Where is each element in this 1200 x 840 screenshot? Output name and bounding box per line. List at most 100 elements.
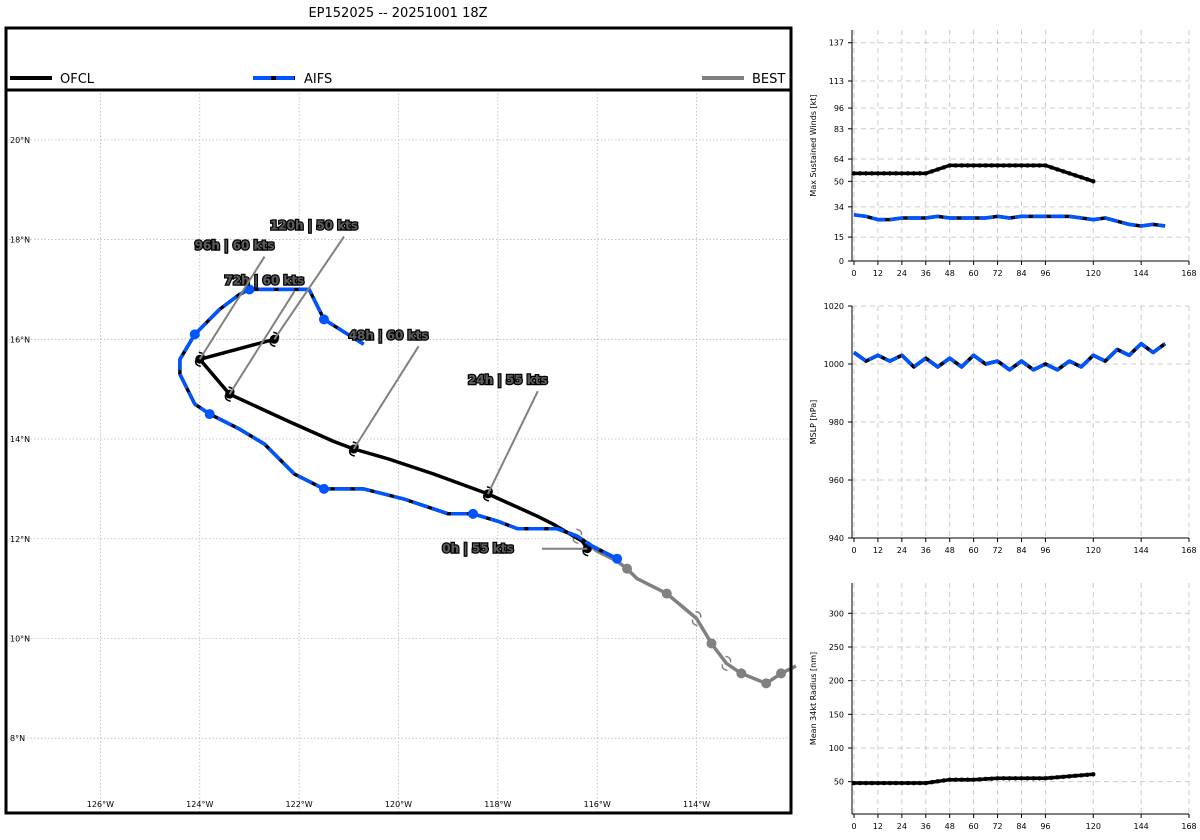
panel-tick-label-x: 72 [992, 822, 1002, 831]
panel-tick-label-x: 144 [1134, 822, 1149, 831]
ofcl-track-point-swirl-bottom [224, 395, 231, 402]
panel-point-ofcl [869, 780, 875, 786]
ofcl-track-point-swirl-bottom [482, 494, 490, 502]
best-track-point [761, 678, 772, 689]
aifs-track-point [244, 284, 255, 295]
panel-point-ofcl [989, 163, 994, 168]
panel-point-ofcl [953, 777, 958, 782]
panel-ylabel: MSLP [hPa] [809, 400, 818, 444]
map-lat-label: 10°N [10, 634, 30, 643]
panel-point-ofcl [965, 777, 970, 782]
panel-tick-label-y: 300 [829, 609, 844, 618]
ofcl-track-point-swirl-bottom [582, 549, 589, 557]
panel-point-ofcl [1085, 177, 1090, 182]
aifs-track-point [318, 314, 329, 325]
panel-point-ofcl [857, 171, 863, 176]
panel-point-ofcl [863, 780, 869, 786]
panel-point-ofcl [1091, 179, 1096, 184]
panel-point-ofcl [1031, 163, 1036, 168]
map-tracks [178, 284, 797, 689]
annotation-label: 0h | 55 kts [442, 542, 513, 556]
panel-point-ofcl [917, 171, 922, 176]
panel-point-ofcl [875, 780, 881, 786]
panel-tick-label-x: 36 [921, 546, 931, 555]
best-track-symbol [691, 610, 702, 627]
legend: OFCL AIFS BEST [4, 26, 793, 92]
panel-tick-label-y: 83 [834, 125, 844, 134]
panel-tick-label-x: 36 [921, 822, 931, 831]
panel-tick-label-x: 120 [1086, 546, 1101, 555]
map-lon-label: 118°W [484, 800, 511, 809]
legend-label-aifs: AIFS [304, 72, 332, 87]
panel-point-ofcl [1037, 163, 1042, 168]
panel-tick-label-x: 24 [897, 269, 907, 278]
best-track-symbol [572, 528, 583, 545]
panel-tick-label-x: 0 [851, 822, 856, 831]
panel-tick-label-x: 12 [873, 546, 883, 555]
annotation-label-fill: 48h | 60 kts [349, 328, 429, 342]
figure-title: EP152025 -- 20251001 18Z [308, 6, 487, 21]
panel-tick-label-x: 60 [969, 269, 979, 278]
map-lon-label: 120°W [385, 800, 412, 809]
panel-point-ofcl [863, 171, 869, 176]
panel-tick-label-x: 60 [969, 546, 979, 555]
panel-point-ofcl [875, 171, 881, 176]
panel-tick-label-x: 0 [851, 269, 856, 278]
best-track-point [661, 588, 672, 599]
annotation-label: 120h | 50 kts [270, 219, 358, 233]
map-lat-label: 8°N [10, 734, 25, 743]
panel-tick-label-x: 36 [921, 269, 931, 278]
panel-tick-label-y: 64 [834, 155, 844, 164]
panel-tick-label-y: 100 [829, 744, 844, 753]
panel-point-ofcl [1013, 163, 1018, 168]
annotation-leader [228, 290, 296, 395]
annotation-label-fill: 96h | 60 kts [195, 239, 275, 253]
aifs-track-line [178, 287, 618, 561]
annotation-leader [487, 390, 539, 495]
map-lon-label: 116°W [584, 800, 611, 809]
panel-tick-label-x: 144 [1134, 269, 1149, 278]
ofcl-track-point-swirl-bottom [194, 360, 201, 368]
panel-tick-label-y: 137 [829, 39, 844, 48]
best-track-point [622, 563, 633, 574]
legend-label-best: BEST [752, 72, 785, 87]
annotation-leader [352, 345, 420, 450]
ofcl-track-point-swirl-bottom [269, 340, 276, 348]
panel-tick-label-y: 980 [829, 418, 844, 427]
panel-series-ofcl-overlay [852, 341, 1167, 372]
panel-point-ofcl [971, 163, 976, 168]
annotation-label-fill: 72h | 60 kts [224, 273, 304, 287]
panel-point-ofcl [881, 780, 887, 786]
map-lon-label: 124°W [186, 800, 213, 809]
legend-label-ofcl: OFCL [60, 72, 95, 87]
ofcl-track-point-swirl-bottom [348, 449, 355, 457]
panel-point-ofcl [899, 171, 905, 176]
panel-point-ofcl [1043, 776, 1048, 781]
panel-point-ofcl [1073, 773, 1078, 778]
map-lat-label: 12°N [10, 535, 30, 544]
panel-point-ofcl [1001, 163, 1006, 168]
map-gridlines [6, 90, 791, 813]
panel-tick-label-x: 24 [897, 546, 907, 555]
panel-point-ofcl [977, 163, 982, 168]
panel-point-ofcl [1067, 171, 1072, 176]
panel-point-ofcl [893, 171, 899, 176]
panel-point-ofcl [1055, 167, 1060, 172]
map-lat-label: 16°N [10, 335, 30, 344]
annotation-label: 48h | 60 kts [349, 328, 429, 342]
panel-tick-label-y: 150 [829, 710, 844, 719]
panel-tick-label-x: 168 [1181, 546, 1196, 555]
panel-point-ofcl [881, 171, 887, 176]
aifs-track-point [612, 553, 623, 564]
panel-point-ofcl [1055, 775, 1060, 780]
map-lon-label: 122°W [286, 800, 313, 809]
track-map: 126°W 124°W 122°W 120°W 118°W 116°W 114°W 8°N 10… [4, 88, 797, 815]
panel-point-ofcl [1073, 173, 1078, 178]
panel-point-ofcl [947, 777, 952, 782]
panel-tick-label-y: 50 [834, 177, 844, 186]
panel-series-ofcl [852, 341, 1167, 372]
panel-point-ofcl [1025, 163, 1030, 168]
map-frame [4, 88, 793, 815]
panel-point-ofcl [1067, 774, 1072, 779]
